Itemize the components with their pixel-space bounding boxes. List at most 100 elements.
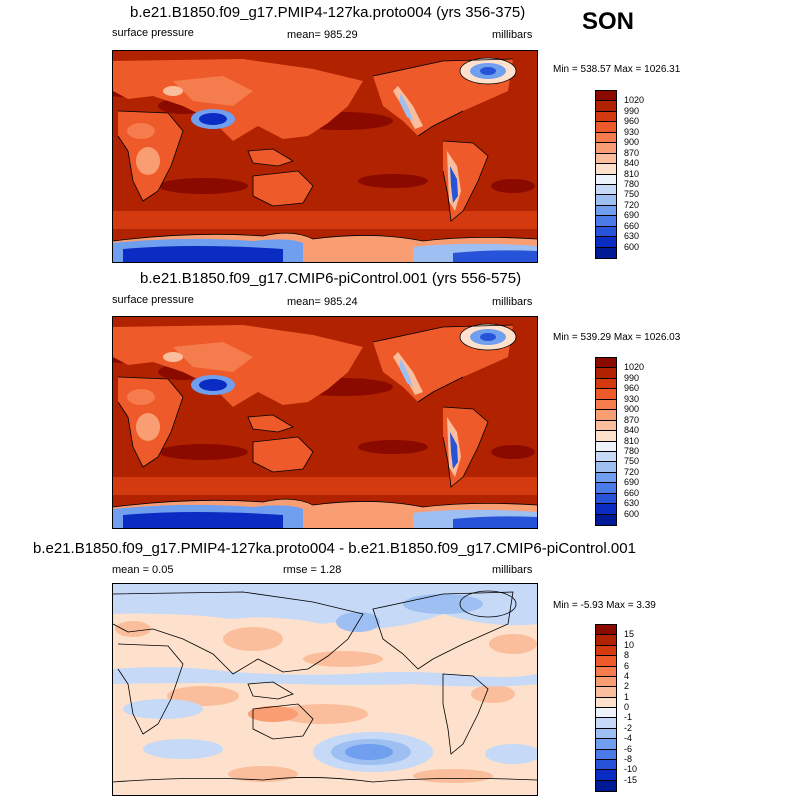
colorbar-swatch [596, 635, 616, 646]
panel-3-colorbar [595, 624, 617, 792]
colorbar-label: 0 [624, 702, 630, 712]
panel-2-map [112, 316, 538, 529]
colorbar-label: 900 [624, 137, 640, 148]
panel-1-map [112, 50, 538, 263]
colorbar-swatch [596, 625, 616, 636]
colorbar-label: 630 [624, 231, 640, 242]
colorbar-label: 4 [624, 670, 630, 681]
colorbar-label: 810 [624, 435, 640, 446]
colorbar-swatch [596, 451, 616, 463]
colorbar-label: 870 [624, 147, 640, 158]
colorbar-label: 750 [624, 189, 640, 200]
panel-2-colorbar-swatches [596, 358, 616, 525]
colorbar-swatch [596, 184, 616, 196]
colorbar-swatch [596, 462, 616, 473]
season-label: SON [582, 8, 635, 35]
colorbar-label: 810 [624, 168, 640, 179]
panel-3-map-graphic [113, 584, 537, 795]
colorbar-swatch [596, 780, 616, 791]
colorbar-swatch [596, 420, 616, 432]
panel-1-colorbar-labels: 1020 990 960 930 900 870 840 810 780 750 720 690 660… [624, 90, 664, 257]
colorbar-label: 870 [624, 414, 640, 425]
colorbar-label: 690 [624, 477, 640, 488]
colorbar-swatch [596, 101, 616, 112]
colorbar-swatch [596, 399, 616, 411]
colorbar-label: 840 [624, 158, 640, 169]
colorbar-swatch [596, 122, 616, 133]
colorbar-label: 930 [624, 393, 640, 404]
colorbar-label: 10 [624, 639, 635, 650]
panel-1-mean-label: mean= 985.29 [287, 29, 358, 41]
colorbar-swatch [596, 708, 616, 719]
colorbar-swatch [596, 504, 616, 515]
colorbar-swatch [596, 237, 616, 248]
colorbar-swatch [596, 666, 616, 677]
colorbar-swatch [596, 226, 616, 238]
colorbar-swatch [596, 91, 616, 102]
colorbar-label: -8 [624, 753, 633, 764]
colorbar-label: 15 [624, 629, 635, 640]
colorbar-swatch [596, 472, 616, 484]
colorbar-label: -15 [624, 774, 638, 785]
panel-3-map [112, 583, 538, 796]
panel-2-map-graphic [113, 317, 537, 528]
colorbar-swatch [596, 143, 616, 154]
colorbar-label: -6 [624, 743, 633, 754]
panel-2-colorbar [595, 357, 617, 526]
colorbar-label: -4 [624, 733, 633, 744]
colorbar-swatch [596, 195, 616, 206]
colorbar-swatch [596, 514, 616, 525]
colorbar-label: 1 [624, 691, 630, 702]
colorbar-swatch [596, 247, 616, 258]
colorbar-swatch [596, 770, 616, 781]
panel-1-colorbar [595, 90, 617, 259]
colorbar-swatch [596, 174, 616, 185]
panel-3-minmax-label: Min = -5.93 Max = 3.39 [553, 600, 656, 611]
colorbar-swatch [596, 153, 616, 165]
colorbar-label: 780 [624, 178, 640, 189]
colorbar-swatch [596, 687, 616, 698]
panel-3-colorbar-swatches [596, 625, 616, 791]
colorbar-label: 690 [624, 210, 640, 221]
panel-1-colorbar-swatches [596, 91, 616, 258]
colorbar-swatch [596, 205, 616, 217]
panel-1-variable-label: surface pressure [112, 27, 194, 39]
colorbar-label: 720 [624, 466, 640, 477]
panel-3-units-label: millibars [492, 564, 533, 576]
colorbar-label: 990 [624, 372, 640, 383]
colorbar-swatch [596, 483, 616, 494]
colorbar-swatch [596, 759, 616, 771]
panel-3-colorbar-labels: 15 10 8 6 4 2 1 0 -1 -2 -4 -6 -8 -10 -15 [624, 624, 664, 790]
colorbar-label: 630 [624, 498, 640, 509]
colorbar-swatch [596, 697, 616, 708]
panel-3-mean-label: mean = 0.05 [112, 564, 174, 576]
colorbar-label: 660 [624, 487, 640, 498]
colorbar-label: 6 [624, 660, 630, 671]
colorbar-swatch [596, 493, 616, 505]
colorbar-label: 960 [624, 383, 640, 394]
panel-1-units-label: millibars [492, 29, 533, 41]
colorbar-label: 600 [624, 508, 640, 519]
colorbar-swatch [596, 164, 616, 175]
colorbar-swatch [596, 676, 616, 688]
colorbar-label: 8 [624, 650, 630, 661]
colorbar-label: 990 [624, 105, 640, 116]
colorbar-label: 780 [624, 445, 640, 456]
colorbar-swatch [596, 431, 616, 442]
colorbar-swatch [596, 389, 616, 400]
panel-2-mean-label: mean= 985.24 [287, 296, 358, 308]
colorbar-swatch [596, 656, 616, 667]
panel-2-colorbar-labels: 1020 990 960 930 900 870 840 810 780 750 720 690 660… [624, 357, 664, 524]
colorbar-label: -2 [624, 722, 633, 733]
colorbar-swatch [596, 410, 616, 421]
colorbar-swatch [596, 749, 616, 760]
panel-1-minmax-label: Min = 538.57 Max = 1026.31 [553, 64, 681, 75]
colorbar-swatch [596, 739, 616, 750]
panel-1-map-graphic [113, 51, 537, 262]
colorbar-swatch [596, 728, 616, 740]
colorbar-label: 900 [624, 404, 640, 415]
colorbar-swatch [596, 645, 616, 657]
colorbar-label: 660 [624, 220, 640, 231]
colorbar-label: 930 [624, 126, 640, 137]
colorbar-label: -10 [624, 764, 638, 775]
